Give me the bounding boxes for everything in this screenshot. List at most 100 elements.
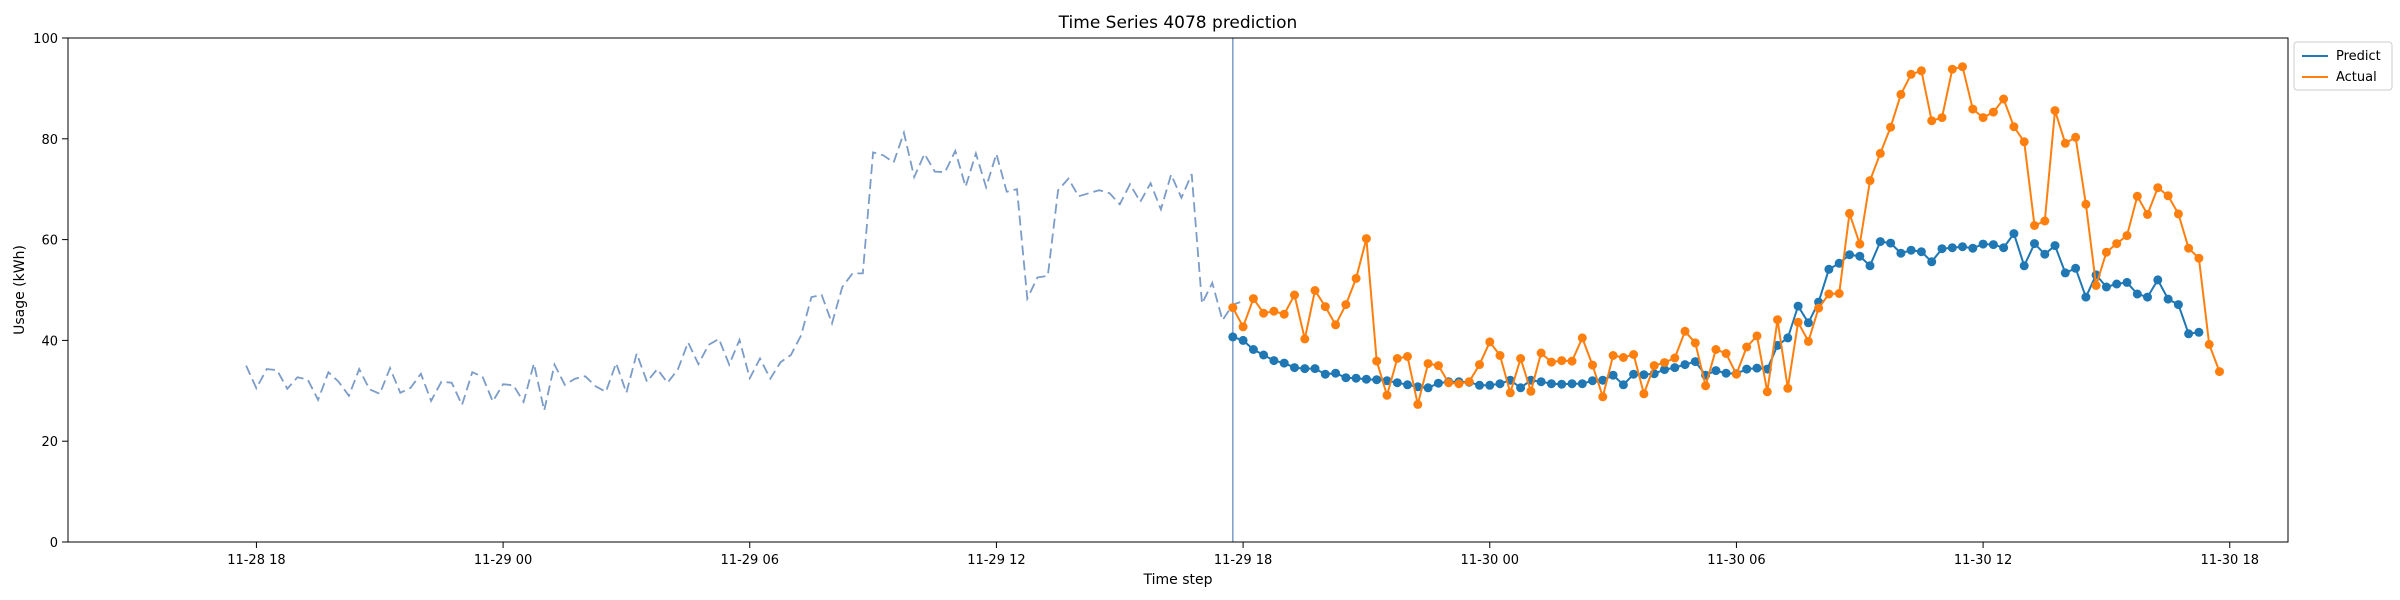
actual-point bbox=[1269, 306, 1279, 316]
predict-point bbox=[2184, 329, 2194, 339]
actual-point bbox=[1958, 62, 1967, 72]
predict-point bbox=[1403, 380, 1412, 390]
actual-point bbox=[2204, 339, 2214, 349]
actual-point bbox=[1803, 336, 1813, 346]
actual-point bbox=[1711, 345, 1721, 354]
actual-point bbox=[2173, 209, 2183, 219]
actual-point bbox=[1382, 390, 1392, 400]
actual-point bbox=[1793, 317, 1803, 327]
predict-point bbox=[1875, 237, 1885, 247]
predict-point bbox=[1824, 264, 1834, 274]
x-tick-label: 11-30 00 bbox=[1461, 553, 1519, 568]
predict-point bbox=[1834, 258, 1844, 268]
predict-point bbox=[1639, 370, 1649, 380]
y-tick-label: 80 bbox=[41, 133, 58, 148]
actual-point bbox=[1598, 392, 1608, 402]
actual-point bbox=[2091, 281, 2101, 290]
predict-point bbox=[2122, 277, 2132, 287]
predict-point bbox=[1803, 318, 1813, 328]
predict-point bbox=[2101, 282, 2111, 292]
actual-point bbox=[1742, 342, 1752, 352]
predict-point bbox=[1721, 368, 1731, 378]
predict-point bbox=[1660, 365, 1669, 375]
actual-point bbox=[1495, 351, 1505, 360]
predict-point bbox=[1536, 377, 1546, 387]
actual-point bbox=[1351, 273, 1361, 283]
actual-point bbox=[1875, 148, 1885, 158]
actual-point bbox=[1413, 399, 1423, 409]
actual-point bbox=[1588, 360, 1597, 370]
predict-point bbox=[1845, 250, 1854, 260]
actual-point bbox=[1259, 308, 1269, 318]
actual-point bbox=[1300, 334, 1310, 344]
x-tick-label: 11-29 00 bbox=[474, 553, 532, 568]
actual-point bbox=[1988, 107, 1998, 117]
predict-point bbox=[1793, 301, 1803, 311]
predict-point bbox=[2132, 289, 2142, 299]
actual-point bbox=[1731, 369, 1741, 379]
predict-point bbox=[1865, 261, 1875, 271]
predict-point bbox=[1927, 257, 1937, 267]
actual-point bbox=[1320, 302, 1330, 312]
predict-point bbox=[1413, 382, 1423, 392]
actual-point bbox=[1536, 348, 1546, 358]
predict-point bbox=[1238, 335, 1248, 345]
predict-point bbox=[1290, 363, 1299, 373]
actual-point bbox=[1978, 113, 1988, 123]
predict-point bbox=[1937, 244, 1947, 254]
predict-point bbox=[2030, 239, 2039, 249]
predict-point bbox=[1259, 350, 1269, 360]
predict-point bbox=[1742, 364, 1752, 374]
actual-point bbox=[2112, 239, 2122, 249]
predict-point bbox=[1629, 369, 1639, 379]
predict-point bbox=[1711, 366, 1721, 376]
actual-point bbox=[1279, 309, 1289, 319]
actual-point bbox=[1721, 349, 1731, 358]
actual-point bbox=[1680, 326, 1690, 336]
actual-point bbox=[1454, 379, 1464, 389]
predict-point bbox=[2040, 249, 2050, 259]
predict-point bbox=[1947, 243, 1957, 253]
predict-point bbox=[1485, 380, 1495, 390]
predict-point bbox=[1300, 364, 1310, 374]
predict-point bbox=[1916, 247, 1926, 257]
actual-point bbox=[1649, 361, 1659, 371]
predict-point bbox=[2050, 241, 2060, 251]
x-tick-label: 11-28 18 bbox=[227, 553, 285, 568]
actual-point bbox=[1475, 360, 1484, 370]
predict-point bbox=[1320, 369, 1330, 379]
x-tick-label: 11-29 18 bbox=[1214, 553, 1272, 568]
actual-point bbox=[1834, 289, 1844, 298]
predict-point bbox=[1423, 383, 1433, 393]
actual-point bbox=[1557, 356, 1567, 366]
actual-point bbox=[1896, 89, 1906, 99]
actual-point bbox=[2132, 191, 2142, 201]
actual-point bbox=[2184, 243, 2194, 253]
predict-point bbox=[1567, 379, 1577, 389]
predict-point bbox=[1433, 378, 1443, 388]
actual-point bbox=[1248, 294, 1258, 304]
predict-point bbox=[1896, 248, 1906, 258]
predict-point bbox=[1516, 383, 1526, 393]
predict-point bbox=[2143, 292, 2152, 302]
actual-point bbox=[1228, 303, 1238, 313]
predict-point bbox=[1341, 373, 1351, 383]
predict-point bbox=[1608, 370, 1618, 380]
y-tick-label: 100 bbox=[33, 32, 58, 47]
actual-point bbox=[1670, 353, 1680, 363]
actual-point bbox=[2101, 247, 2111, 257]
actual-point bbox=[1618, 353, 1628, 362]
predict-point bbox=[1279, 358, 1289, 368]
predict-point bbox=[1495, 379, 1505, 389]
actual-point bbox=[1629, 350, 1639, 359]
predict-point bbox=[2173, 300, 2183, 310]
actual-point bbox=[1423, 359, 1433, 369]
actual-point bbox=[1639, 389, 1649, 399]
actual-point bbox=[2019, 137, 2029, 147]
predict-point bbox=[1269, 356, 1279, 366]
actual-point bbox=[1310, 286, 1320, 295]
actual-point bbox=[1567, 356, 1577, 366]
actual-point bbox=[1546, 357, 1556, 367]
predict-point bbox=[1752, 363, 1762, 373]
